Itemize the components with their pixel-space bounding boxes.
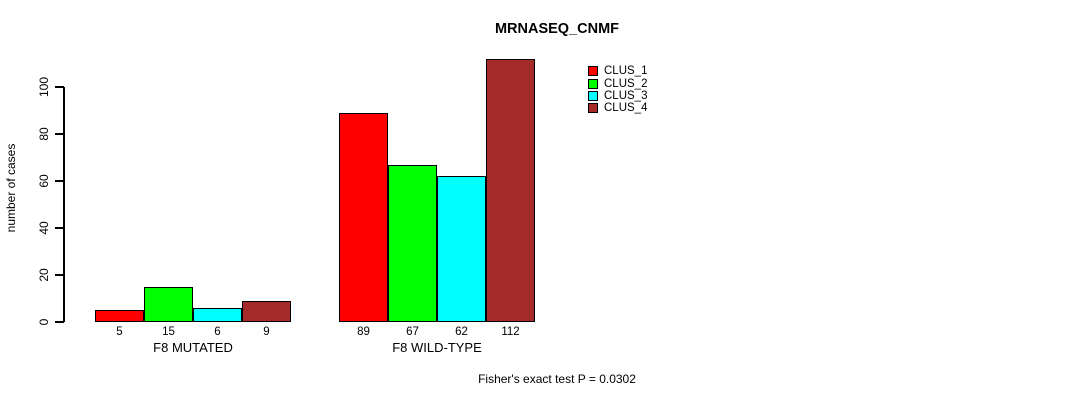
legend-swatch-clus_3: [588, 90, 598, 101]
bar-clus_3-f8-mutated: [193, 307, 242, 322]
bar-clus_1-f8-wild-type: [339, 112, 388, 322]
y-tick-label: 40: [37, 221, 51, 235]
x-group-label: F8 WILD-TYPE: [392, 340, 482, 355]
legend-swatch-clus_4: [588, 103, 598, 114]
legend-item: CLUS_3: [588, 90, 647, 102]
legend-item: CLUS_1: [588, 65, 647, 77]
y-tick-mark: [55, 274, 64, 276]
bar-value-label: 15: [162, 326, 175, 338]
bar-clus_1-f8-mutated: [95, 310, 144, 322]
legend-label: CLUS_2: [604, 77, 648, 90]
y-tick-label: 0: [37, 318, 51, 326]
bar-value-label: 62: [455, 326, 468, 338]
bar-value-label: 89: [357, 326, 370, 338]
y-tick-mark: [55, 133, 64, 135]
bar-value-label: 9: [263, 326, 270, 338]
chart-title: MRNASEQ_CNMF: [494, 21, 620, 37]
y-tick-label: 100: [37, 76, 51, 98]
y-axis-line: [63, 87, 65, 322]
legend-swatch-clus_2: [588, 78, 598, 89]
legend-item: CLUS_2: [588, 77, 648, 90]
y-tick-label: 20: [37, 268, 51, 282]
y-tick-label: 60: [37, 174, 51, 188]
y-tick-mark: [55, 86, 64, 88]
legend-item: CLUS_4: [588, 102, 647, 114]
y-tick-mark: [55, 227, 64, 229]
bar-clus_4-f8-wild-type: [486, 58, 535, 322]
bar-value-label: 5: [116, 326, 123, 338]
annotation-text: Fisher's exact test P = 0.0302: [478, 372, 636, 386]
bar-clus_2-f8-wild-type: [388, 164, 437, 322]
y-tick-mark: [55, 180, 64, 182]
y-tick-mark: [55, 321, 64, 323]
legend-swatch-clus_1: [588, 66, 598, 77]
y-axis-label: number of cases: [4, 143, 18, 233]
bar-value-label: 112: [501, 326, 520, 338]
y-tick-label: 80: [37, 127, 51, 141]
bar-clus_3-f8-wild-type: [437, 176, 486, 322]
legend-label: CLUS_1: [604, 65, 648, 78]
bar-value-label: 6: [214, 326, 221, 338]
bar-clus_2-f8-mutated: [144, 286, 193, 322]
legend: CLUS_1 CLUS_2 CLUS_3 CLUS_4: [588, 65, 647, 115]
bar-clus_4-f8-mutated: [242, 300, 291, 322]
legend-label: CLUS_3: [604, 89, 648, 102]
legend-label: CLUS_4: [604, 102, 648, 115]
bar-value-label: 67: [406, 326, 419, 338]
x-group-label: F8 MUTATED: [153, 340, 233, 355]
